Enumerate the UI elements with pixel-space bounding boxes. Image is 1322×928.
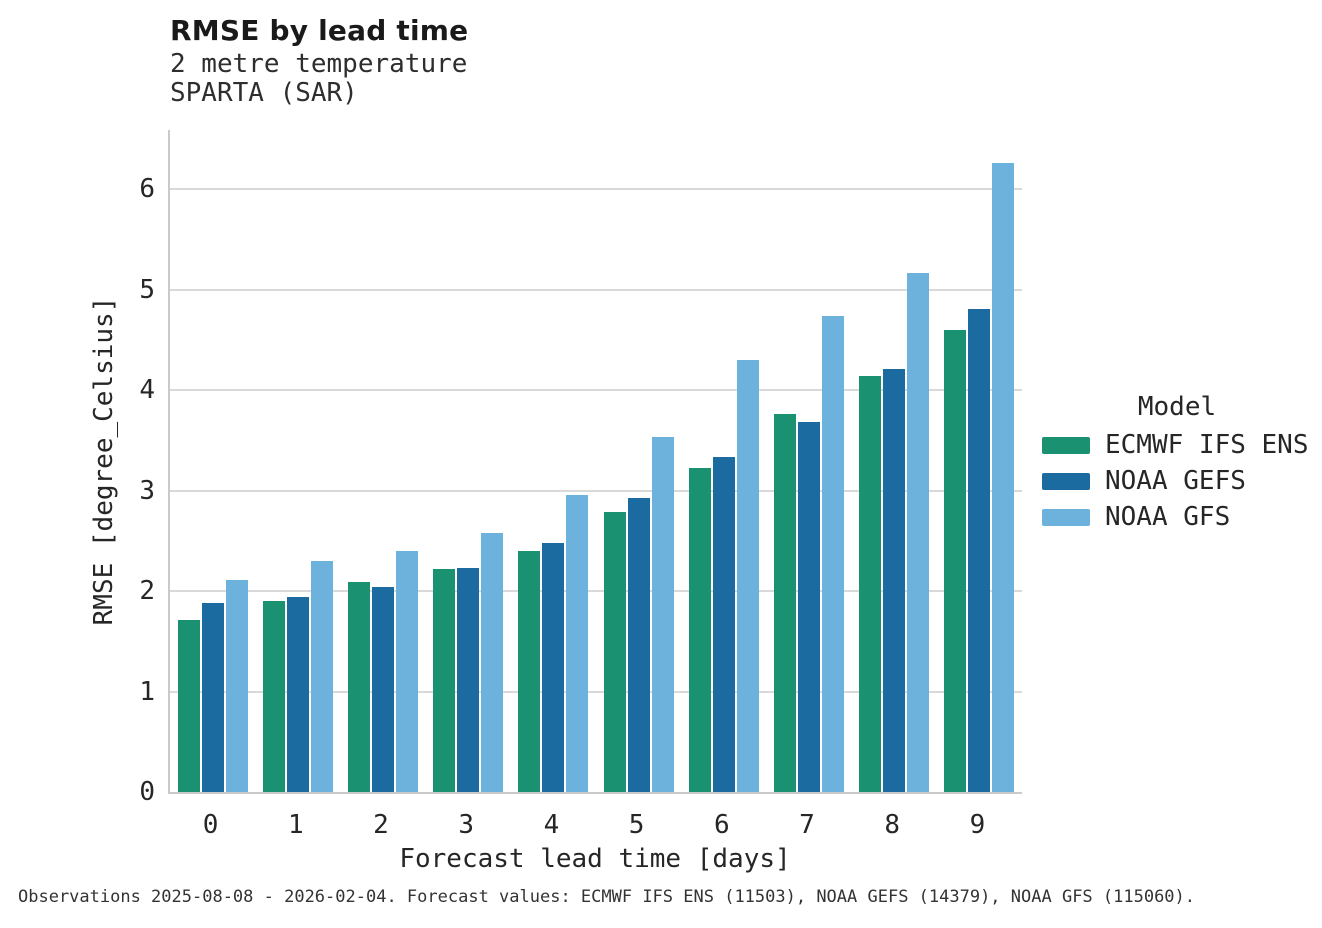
legend-label: ECMWF IFS ENS <box>1105 430 1309 460</box>
bar-ecmwf-ifs-ens-day-4 <box>518 550 541 792</box>
x-tick-label-4: 4 <box>543 810 560 840</box>
plot-area <box>168 130 1022 794</box>
bar-ecmwf-ifs-ens-day-5 <box>603 511 626 792</box>
legend: Model ECMWF IFS ENS NOAA GEFS NOAA GFS <box>1042 392 1312 535</box>
bar-noaa-gfs-day-9 <box>992 163 1015 792</box>
bar-noaa-gfs-day-5 <box>651 437 674 792</box>
bar-ecmwf-ifs-ens-day-0 <box>177 620 200 792</box>
bar-ecmwf-ifs-ens-day-3 <box>433 569 456 792</box>
footnote: Observations 2025-08-08 - 2026-02-04. Fo… <box>18 887 1196 907</box>
legend-label: NOAA GEFS <box>1105 466 1246 496</box>
bar-noaa-gefs-day-1 <box>286 597 309 792</box>
bar-noaa-gefs-day-8 <box>883 369 906 792</box>
gridline-y-1 <box>170 690 1022 693</box>
bar-noaa-gfs-day-4 <box>566 494 589 792</box>
x-tick-label-7: 7 <box>799 810 815 840</box>
chart-subtitle-station: SPARTA (SAR) <box>170 78 358 108</box>
gridline-y-6 <box>170 188 1022 191</box>
bar-ecmwf-ifs-ens-day-2 <box>348 582 370 792</box>
bar-ecmwf-ifs-ens-day-9 <box>944 329 967 792</box>
bar-noaa-gefs-day-9 <box>968 308 991 792</box>
chart-subtitle: 2 metre temperature SPARTA (SAR) <box>170 50 467 108</box>
legend-entries: ECMWF IFS ENS NOAA GEFS NOAA GFS <box>1042 427 1312 535</box>
legend-label: NOAA GFS <box>1105 502 1231 532</box>
y-tick-label-2: 2 <box>139 576 155 607</box>
bar-noaa-gfs-day-1 <box>310 560 333 792</box>
legend-swatch-icon <box>1042 508 1090 526</box>
bar-noaa-gefs-day-7 <box>798 422 820 792</box>
y-tick-label-4: 4 <box>139 375 155 406</box>
bar-ecmwf-ifs-ens-day-6 <box>688 467 711 792</box>
bar-noaa-gefs-day-5 <box>627 497 650 792</box>
x-tick-label-0: 0 <box>202 810 219 840</box>
x-tick-label-6: 6 <box>713 810 730 840</box>
y-tick-label-3: 3 <box>139 475 155 506</box>
bar-noaa-gfs-day-2 <box>396 550 418 792</box>
bar-noaa-gfs-day-3 <box>481 532 504 792</box>
y-tick-label-5: 5 <box>139 274 155 305</box>
x-tick-label-8: 8 <box>884 810 901 840</box>
x-tick-label-3: 3 <box>458 810 475 840</box>
bar-ecmwf-ifs-ens-day-1 <box>262 601 285 792</box>
y-tick-label-1: 1 <box>139 676 155 707</box>
x-tick-label-1: 1 <box>287 810 304 840</box>
bar-noaa-gfs-day-8 <box>907 272 930 792</box>
y-tick-label-6: 6 <box>139 174 155 205</box>
legend-title: Model <box>1137 392 1217 422</box>
bar-noaa-gefs-day-3 <box>457 568 480 792</box>
gridline-y-3 <box>170 489 1022 492</box>
x-tick-label-2: 2 <box>373 810 389 840</box>
bar-noaa-gfs-day-0 <box>225 580 248 792</box>
chart-title: RMSE by lead time <box>170 14 469 47</box>
y-tick-label-0: 0 <box>139 777 155 807</box>
legend-row-noaa-gfs: NOAA GFS <box>1042 499 1312 535</box>
bar-noaa-gfs-day-6 <box>736 360 759 792</box>
chart-subtitle-variable: 2 metre temperature <box>170 49 468 79</box>
gridline-y-5 <box>170 288 1022 291</box>
bar-noaa-gefs-day-6 <box>712 457 735 792</box>
x-tick-label-9: 9 <box>969 810 986 840</box>
legend-swatch-icon <box>1042 472 1090 490</box>
x-tick-label-5: 5 <box>628 810 645 840</box>
bar-noaa-gefs-day-4 <box>542 542 565 792</box>
gridline-y-2 <box>170 590 1022 593</box>
x-axis-title: Forecast lead time [days] <box>399 844 791 874</box>
legend-row-ecmwf-ifs-ens: ECMWF IFS ENS <box>1042 427 1312 463</box>
legend-row-noaa-gefs: NOAA GEFS <box>1042 463 1312 499</box>
bar-noaa-gfs-day-7 <box>822 315 844 792</box>
gridline-y-4 <box>170 389 1022 392</box>
bar-noaa-gefs-day-2 <box>372 587 394 792</box>
legend-swatch-icon <box>1042 436 1090 454</box>
bar-ecmwf-ifs-ens-day-7 <box>774 414 796 792</box>
bar-noaa-gefs-day-0 <box>201 603 224 792</box>
bar-ecmwf-ifs-ens-day-8 <box>859 376 882 792</box>
